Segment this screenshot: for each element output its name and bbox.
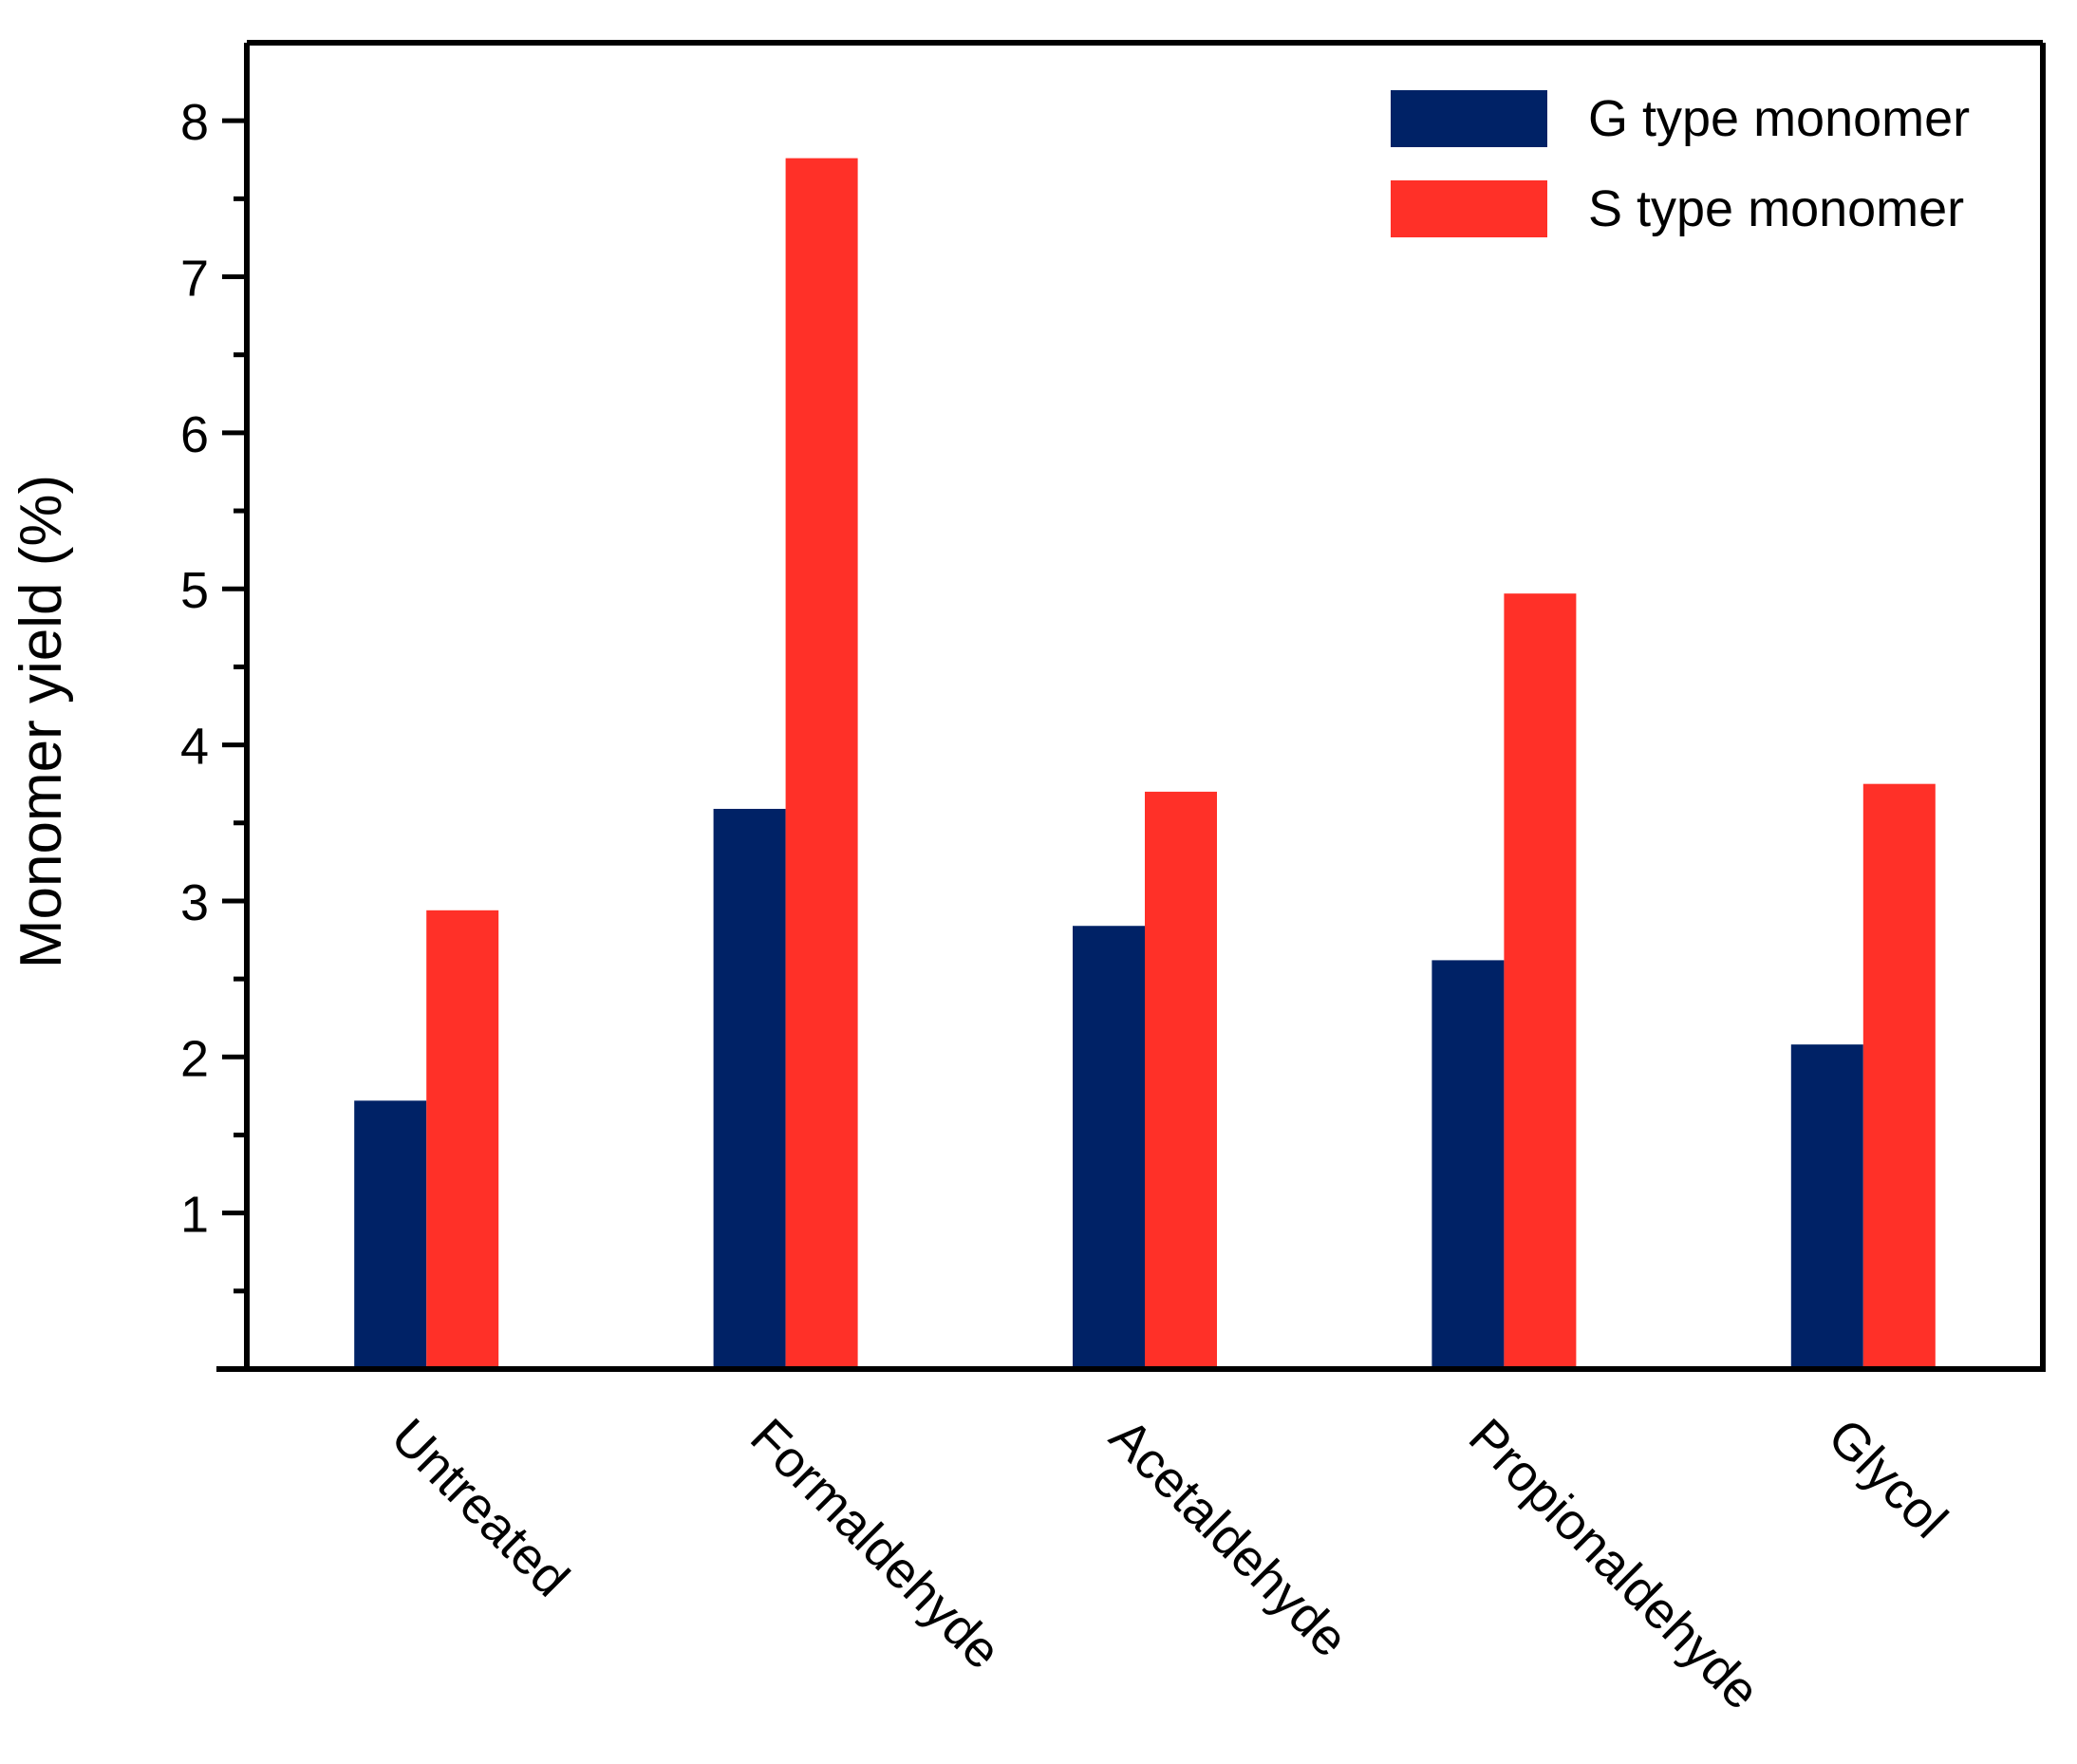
y-tick-label-5: 5: [180, 562, 209, 619]
legend-swatch-g: [1391, 90, 1547, 147]
y-tick-label-6: 6: [180, 406, 209, 463]
x-tick-label-acetaldehyde: Acetaldehyde: [1099, 1408, 1359, 1668]
bar-g-acetaldehyde: [1073, 926, 1145, 1369]
y-tick-label-7: 7: [180, 251, 209, 308]
y-tick-label-8: 8: [180, 94, 209, 151]
bar-s-glycol: [1862, 783, 1936, 1369]
x-tick-label-formaldehyde: Formaldehyde: [739, 1408, 1012, 1680]
axes-layer: Untreated Formaldehyde Acetaldehyde Propion…: [180, 40, 2046, 1720]
x-tick-label-glycol: Glycol: [1817, 1408, 1958, 1549]
x-tick-label-untreated: Untreated: [381, 1408, 580, 1607]
y-axis-label: Monomer yield (%): [9, 475, 74, 968]
x-tick-label-propionaldehyde: Propionaldehyde: [1458, 1408, 1770, 1720]
y-tick-label-3: 3: [180, 874, 209, 931]
legend-label-g: G type monomer: [1588, 90, 1970, 147]
bar-g-formaldehyde: [713, 808, 786, 1369]
legend-label-s: S type monomer: [1588, 180, 1964, 237]
legend-swatch-s: [1391, 180, 1547, 237]
bar-s-propionaldehyde: [1504, 593, 1577, 1369]
bar-s-acetaldehyde: [1145, 791, 1217, 1369]
bars-layer: [354, 158, 1936, 1369]
bar-s-untreated: [426, 910, 499, 1369]
y-tick-label-2: 2: [180, 1030, 209, 1087]
bar-s-formaldehyde: [785, 158, 858, 1369]
legend: G type monomer S type monomer: [1391, 90, 1970, 237]
y-tick-label-1: 1: [180, 1187, 209, 1244]
y-tick-label-4: 4: [180, 719, 209, 776]
bar-g-untreated: [354, 1100, 427, 1369]
bar-g-glycol: [1790, 1044, 1863, 1369]
bar-g-propionaldehyde: [1431, 960, 1505, 1369]
